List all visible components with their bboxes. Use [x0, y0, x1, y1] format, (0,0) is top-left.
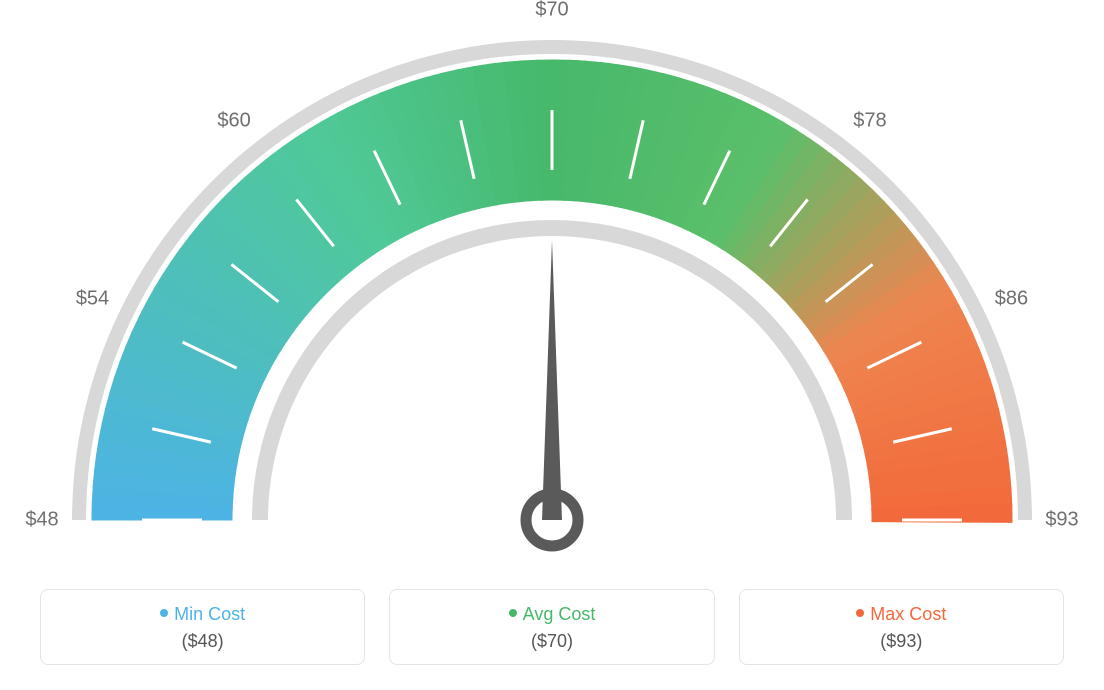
gauge-chart-container: $48 $54 $60 $70 $78 $86 $93 Min Cost ($48) Avg…: [0, 0, 1104, 690]
legend-card-min: Min Cost ($48): [40, 589, 365, 665]
legend-min-label: Min Cost: [174, 604, 245, 624]
legend-max-value: ($93): [750, 631, 1053, 652]
gauge-tick-label: $60: [217, 110, 250, 133]
legend-avg-title-row: Avg Cost: [400, 604, 703, 625]
legend-max-title-row: Max Cost: [750, 604, 1053, 625]
legend-row: Min Cost ($48) Avg Cost ($70) Max Cost (…: [40, 589, 1064, 665]
gauge-tick-label: $48: [25, 509, 58, 532]
gauge-tick-label: $93: [1045, 509, 1078, 532]
gauge-tick-label: $54: [76, 287, 109, 310]
legend-min-dot: [160, 609, 168, 617]
gauge-needle: [542, 240, 562, 520]
legend-max-dot: [856, 609, 864, 617]
gauge-tick-label: $86: [995, 287, 1028, 310]
legend-avg-value: ($70): [400, 631, 703, 652]
gauge-area: $48 $54 $60 $70 $78 $86 $93: [0, 0, 1104, 560]
legend-card-max: Max Cost ($93): [739, 589, 1064, 665]
legend-max-label: Max Cost: [870, 604, 946, 624]
legend-avg-dot: [509, 609, 517, 617]
gauge-tick-label: $78: [853, 110, 886, 133]
legend-min-value: ($48): [51, 631, 354, 652]
gauge-tick-label: $70: [535, 0, 568, 22]
legend-card-avg: Avg Cost ($70): [389, 589, 714, 665]
legend-min-title-row: Min Cost: [51, 604, 354, 625]
legend-avg-label: Avg Cost: [523, 604, 596, 624]
gauge-svg: [0, 0, 1104, 560]
